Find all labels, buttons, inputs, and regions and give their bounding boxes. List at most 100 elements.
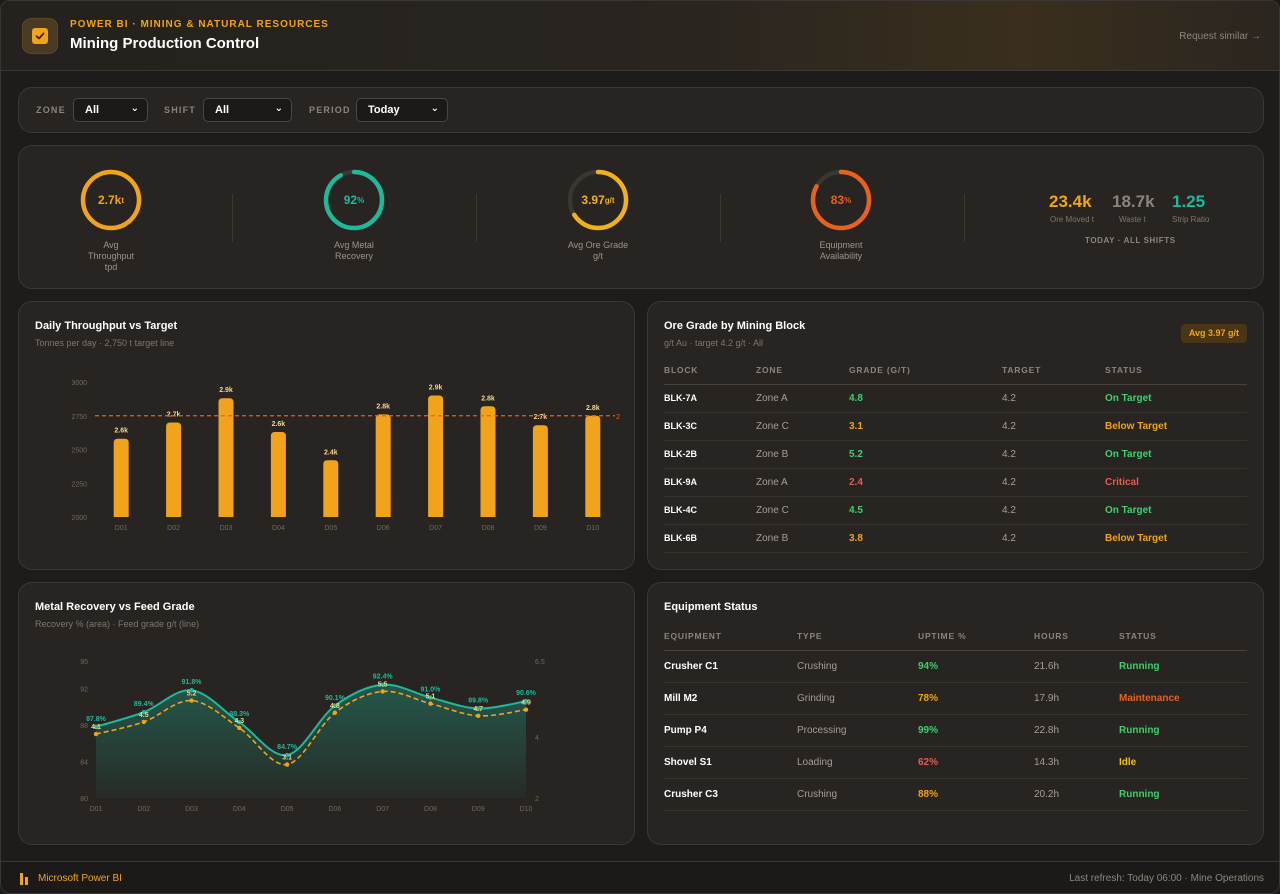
target-cell: 4.2: [1002, 412, 1105, 441]
status-badge: Running: [1119, 778, 1247, 811]
feed-grade-data-label: 4.8: [330, 703, 340, 710]
recovery-chart-subtitle: Recovery % (area) · Feed grade g/t (line…: [35, 619, 200, 629]
y-tick-label: 2250: [71, 481, 87, 488]
hours-cell: 17.9h: [1034, 682, 1119, 715]
equipment-table: EQUIPMENT TYPE UPTIME % HOURS STATUS Cru…: [664, 623, 1247, 811]
x-tick-label: D08: [482, 525, 495, 532]
strip-ratio-value: 1.25: [1172, 192, 1206, 211]
ore-grade-subtitle: g/t Au · target 4.2 g/t · All: [664, 338, 764, 348]
column-header[interactable]: STATUS: [1105, 357, 1247, 385]
kpi-ring-svg: [567, 169, 629, 231]
feed-grade-point: [476, 713, 481, 718]
bar-data-label: 2.9k: [219, 387, 233, 394]
ore-grade-label: Avg Ore Grade g/t: [567, 240, 629, 261]
recovery-chart-title: Metal Recovery vs Feed Grade: [35, 601, 195, 613]
table-row[interactable]: BLK-2B Zone B 5.2 4.2 On Target: [664, 440, 1247, 469]
hours-cell: 20.2h: [1034, 778, 1119, 811]
throughput-chart-subtitle: Tonnes per day · 2,750 t target line: [35, 338, 175, 348]
uptime-cell: 62%: [918, 746, 1034, 779]
bar: [166, 422, 182, 517]
column-header[interactable]: TYPE: [797, 623, 918, 651]
bar: [113, 438, 129, 517]
y-tick-label: 2750: [71, 414, 87, 421]
recovery-area: [96, 684, 526, 798]
x-tick-label: D09: [472, 806, 485, 813]
column-header[interactable]: HOURS: [1034, 623, 1119, 651]
bar: [585, 415, 601, 517]
recovery-area-chart: 95 92 88 84 80 6.5 4 2 87.8% 89.4% 91.8% 88.3% 84.7%…: [80, 659, 545, 813]
table-row[interactable]: Shovel S1 Loading 62% 14.3h Idle: [664, 746, 1247, 779]
kpi-divider: [964, 194, 965, 242]
recovery-data-label: 92.4%: [373, 674, 394, 681]
status-badge: On Target: [1105, 440, 1247, 469]
equipment-name: Crusher C3: [664, 778, 797, 811]
table-row[interactable]: BLK-6B Zone B 3.8 4.2 Below Target: [664, 524, 1247, 553]
column-header[interactable]: EQUIPMENT: [664, 623, 797, 651]
x-tick-label: D02: [137, 806, 150, 813]
equipment-name: Mill M2: [664, 682, 797, 715]
recovery-point: [284, 752, 290, 758]
table-row[interactable]: BLK-3C Zone C 3.1 4.2 Below Target: [664, 412, 1247, 441]
status-badge: Below Target: [1105, 412, 1247, 441]
status-badge: On Target: [1105, 496, 1247, 525]
x-tick-label: D09: [534, 525, 547, 532]
recovery-data-label: 90.1%: [325, 695, 346, 702]
table-row[interactable]: Pump P4 Processing 99% 22.8h Running: [664, 714, 1247, 747]
block-id: BLK-4C: [664, 496, 756, 525]
page-title: Mining Production Control: [70, 35, 260, 52]
zone-cell: Zone A: [756, 384, 849, 413]
table-row[interactable]: Crusher C3 Crushing 88% 20.2h Running: [664, 778, 1247, 811]
shift-select[interactable]: All ⌄: [203, 98, 292, 122]
type-cell: Crushing: [797, 778, 918, 811]
ore-moved-label: Ore Moved t: [1050, 215, 1095, 224]
period-select[interactable]: Today ⌄: [356, 98, 448, 122]
column-header[interactable]: GRADE (G/T): [849, 357, 1002, 385]
column-header[interactable]: STATUS: [1119, 623, 1247, 651]
ore-grade-ring: 3.97 g/t: [566, 168, 630, 232]
filter-bar: ZONE All ⌄ SHIFT All ⌄ PERIOD Today ⌄: [18, 87, 1264, 133]
column-header[interactable]: ZONE: [756, 357, 849, 385]
y-left-tick-label: 95: [80, 659, 88, 666]
x-tick-label: D04: [233, 806, 246, 813]
bar: [428, 395, 444, 517]
strip-ratio-label: Strip Ratio: [1172, 215, 1210, 224]
request-similar-link[interactable]: Request similar →: [1179, 31, 1261, 42]
recovery-point: [141, 709, 146, 715]
equipment-name: Pump P4: [664, 714, 797, 747]
recovery-point: [93, 724, 99, 729]
table-row[interactable]: Mill M2 Grinding 78% 17.9h Maintenance: [664, 682, 1247, 715]
waste-value: 18.7k: [1112, 192, 1155, 211]
feed-grade-data-label: 5.1: [426, 694, 436, 701]
zone-select[interactable]: All ⌄: [73, 98, 148, 122]
uptime-cell: 88%: [918, 778, 1034, 811]
footer-brand: Microsoft Power BI: [38, 873, 122, 884]
kpi-divider: [476, 194, 477, 242]
bar: [270, 431, 286, 517]
status-badge: Maintenance: [1119, 682, 1247, 715]
bar: [323, 460, 339, 517]
status-badge: Below Target: [1105, 524, 1247, 553]
ore-grade-panel: Ore Grade by Mining Block g/t Au · targe…: [647, 301, 1264, 570]
recovery-ring: 92%: [322, 168, 386, 232]
throughput-ring: 2.7k t: [79, 168, 143, 232]
table-row[interactable]: Crusher C1 Crushing 94% 21.6h Running: [664, 650, 1247, 683]
y-left-tick-label: 92: [80, 686, 88, 693]
availability-ring: 83%: [809, 168, 873, 232]
table-row[interactable]: BLK-7A Zone A 4.8 4.2 On Target: [664, 384, 1247, 413]
block-id: BLK-2B: [664, 440, 756, 469]
avg-grade-badge: Avg 3.97 g/t: [1180, 324, 1247, 343]
table-row[interactable]: BLK-4C Zone C 4.5 4.2 On Target: [664, 496, 1247, 525]
equipment-title: Equipment Status: [664, 601, 758, 613]
column-header[interactable]: UPTIME %: [918, 623, 1034, 651]
zone-cell: Zone C: [756, 496, 849, 525]
table-row[interactable]: BLK-9A Zone A 2.4 4.2 Critical: [664, 468, 1247, 497]
zone-cell: Zone C: [756, 412, 849, 441]
x-tick-label: D06: [377, 525, 390, 532]
shift-select-value: All: [215, 104, 230, 116]
recovery-point: [189, 688, 194, 693]
column-header[interactable]: BLOCK: [664, 357, 756, 385]
column-header[interactable]: TARGET: [1002, 357, 1105, 385]
type-cell: Processing: [797, 714, 918, 747]
kpi-ring-svg: [80, 169, 142, 231]
recovery-label: Avg Metal Recovery: [334, 240, 374, 261]
